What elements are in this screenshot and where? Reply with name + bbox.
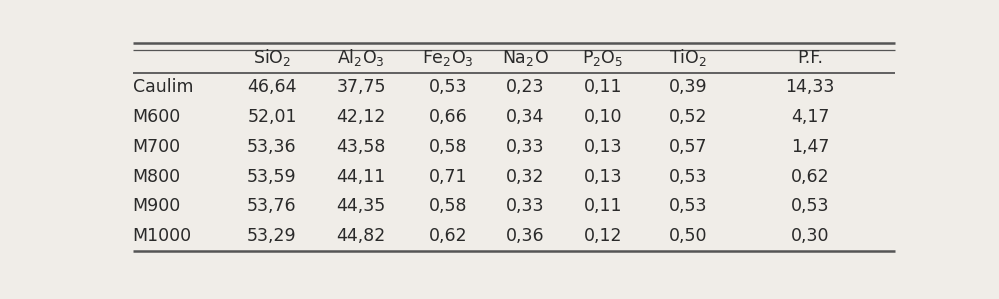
Text: 0,11: 0,11 <box>583 197 622 215</box>
Text: M1000: M1000 <box>133 227 192 245</box>
Text: 0,53: 0,53 <box>791 197 829 215</box>
Text: 0,71: 0,71 <box>429 168 468 186</box>
Text: 0,53: 0,53 <box>669 168 707 186</box>
Text: 0,53: 0,53 <box>669 197 707 215</box>
Text: M600: M600 <box>133 108 181 126</box>
Text: 0,32: 0,32 <box>506 168 544 186</box>
Text: 44,82: 44,82 <box>337 227 386 245</box>
Text: 14,33: 14,33 <box>785 78 835 96</box>
Text: 37,75: 37,75 <box>337 78 386 96</box>
Text: 53,76: 53,76 <box>247 197 297 215</box>
Text: 0,39: 0,39 <box>668 78 707 96</box>
Text: 0,13: 0,13 <box>583 168 622 186</box>
Text: 4,17: 4,17 <box>791 108 829 126</box>
Text: 44,11: 44,11 <box>337 168 386 186</box>
Text: M800: M800 <box>133 168 181 186</box>
Text: P$_2$O$_5$: P$_2$O$_5$ <box>582 48 623 68</box>
Text: 52,01: 52,01 <box>247 108 297 126</box>
Text: P.F.: P.F. <box>797 49 823 67</box>
Text: M700: M700 <box>133 138 181 156</box>
Text: 0,13: 0,13 <box>583 138 622 156</box>
Text: 42,12: 42,12 <box>337 108 386 126</box>
Text: M900: M900 <box>133 197 181 215</box>
Text: 0,57: 0,57 <box>669 138 707 156</box>
Text: TiO$_2$: TiO$_2$ <box>669 47 707 68</box>
Text: 53,59: 53,59 <box>247 168 297 186</box>
Text: 0,11: 0,11 <box>583 78 622 96</box>
Text: 0,58: 0,58 <box>429 197 468 215</box>
Text: 0,23: 0,23 <box>506 78 544 96</box>
Text: 0,53: 0,53 <box>429 78 468 96</box>
Text: 44,35: 44,35 <box>337 197 386 215</box>
Text: 43,58: 43,58 <box>337 138 386 156</box>
Text: 0,12: 0,12 <box>583 227 622 245</box>
Text: 0,33: 0,33 <box>506 138 544 156</box>
Text: 0,10: 0,10 <box>583 108 622 126</box>
Text: 0,62: 0,62 <box>429 227 468 245</box>
Text: Caulim: Caulim <box>133 78 193 96</box>
Text: 1,47: 1,47 <box>791 138 829 156</box>
Text: SiO$_2$: SiO$_2$ <box>253 47 291 68</box>
Text: 0,66: 0,66 <box>429 108 468 126</box>
Text: Al$_2$O$_3$: Al$_2$O$_3$ <box>337 47 385 68</box>
Text: 0,33: 0,33 <box>506 197 544 215</box>
Text: 0,62: 0,62 <box>791 168 829 186</box>
Text: 0,58: 0,58 <box>429 138 468 156</box>
Text: 0,36: 0,36 <box>506 227 544 245</box>
Text: 0,50: 0,50 <box>669 227 707 245</box>
Text: 53,36: 53,36 <box>247 138 297 156</box>
Text: 0,52: 0,52 <box>669 108 707 126</box>
Text: 0,30: 0,30 <box>791 227 829 245</box>
Text: Fe$_2$O$_3$: Fe$_2$O$_3$ <box>423 48 474 68</box>
Text: 46,64: 46,64 <box>247 78 297 96</box>
Text: 0,34: 0,34 <box>506 108 544 126</box>
Text: Na$_2$O: Na$_2$O <box>502 48 548 68</box>
Text: 53,29: 53,29 <box>247 227 297 245</box>
